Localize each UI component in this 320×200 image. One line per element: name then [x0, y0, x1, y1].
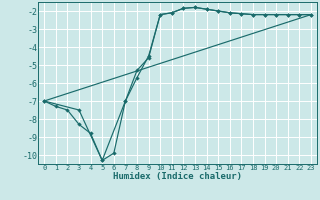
X-axis label: Humidex (Indice chaleur): Humidex (Indice chaleur): [113, 172, 242, 181]
